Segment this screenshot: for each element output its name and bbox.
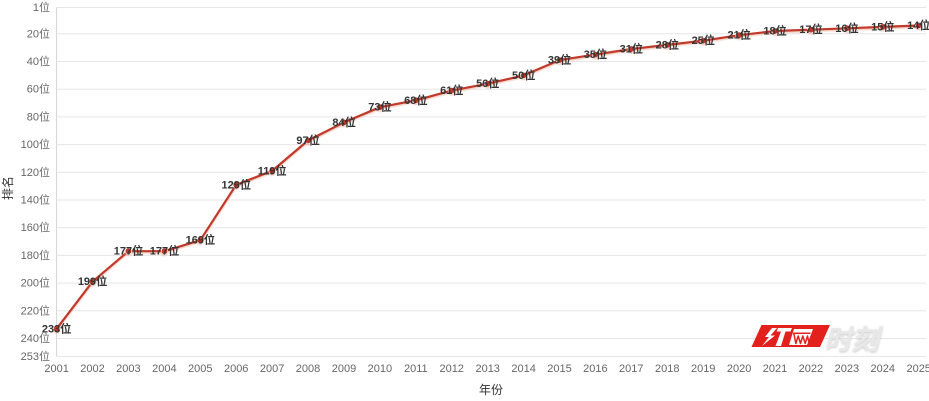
svg-text:119位: 119位 [258,163,287,177]
svg-text:18位: 18位 [763,24,786,38]
svg-text:时刻: 时刻 [823,324,885,355]
svg-text:15位: 15位 [871,19,894,33]
svg-text:2012: 2012 [439,363,463,375]
svg-text:180位: 180位 [21,248,50,262]
svg-text:2006: 2006 [224,363,248,375]
svg-text:169位: 169位 [186,233,215,247]
svg-text:100位: 100位 [21,137,50,151]
svg-text:2014: 2014 [511,363,535,375]
svg-text:61位: 61位 [440,83,463,97]
svg-text:39位: 39位 [548,53,571,67]
svg-text:14位: 14位 [907,18,929,32]
svg-text:177位: 177位 [150,244,179,258]
svg-text:28位: 28位 [656,37,679,51]
svg-text:199位: 199位 [78,274,107,288]
svg-text:2024: 2024 [871,363,895,375]
svg-text:84位: 84位 [332,115,355,129]
svg-text:2022: 2022 [799,363,823,375]
svg-text:年份: 年份 [479,383,503,397]
svg-text:160位: 160位 [21,220,50,234]
svg-text:17位: 17位 [799,22,822,36]
svg-text:2003: 2003 [116,363,140,375]
svg-text:40位: 40位 [27,54,50,68]
svg-text:2005: 2005 [188,363,212,375]
svg-text:140位: 140位 [21,193,50,207]
svg-text:233位: 233位 [42,321,71,335]
svg-text:21位: 21位 [727,28,750,42]
svg-text:50位: 50位 [512,68,535,82]
svg-text:97位: 97位 [296,133,319,147]
svg-text:25位: 25位 [692,33,715,47]
svg-text:2021: 2021 [763,363,787,375]
svg-text:80位: 80位 [27,109,50,123]
svg-text:129位: 129位 [222,177,251,191]
svg-text:2009: 2009 [332,363,356,375]
svg-text:2010: 2010 [368,363,392,375]
svg-text:68位: 68位 [404,93,427,107]
svg-text:2018: 2018 [655,363,679,375]
svg-text:120位: 120位 [21,165,50,179]
svg-text:2013: 2013 [475,363,499,375]
svg-text:2004: 2004 [152,363,176,375]
svg-text:2023: 2023 [835,363,859,375]
svg-text:253位: 253位 [21,349,50,363]
svg-text:2008: 2008 [296,363,320,375]
svg-text:73位: 73位 [368,100,391,114]
svg-text:2025: 2025 [906,363,929,375]
svg-text:2007: 2007 [260,363,284,375]
svg-text:220位: 220位 [21,303,50,317]
svg-text:35位: 35位 [584,47,607,61]
svg-text:2016: 2016 [583,363,607,375]
svg-text:1位: 1位 [33,0,50,14]
svg-text:排名: 排名 [0,176,15,200]
svg-text:177位: 177位 [114,244,143,258]
svg-text:2015: 2015 [547,363,571,375]
svg-text:31位: 31位 [620,42,643,56]
svg-text:56位: 56位 [476,76,499,90]
svg-text:2002: 2002 [80,363,104,375]
svg-text:2020: 2020 [727,363,751,375]
svg-text:2011: 2011 [404,363,428,375]
svg-text:2019: 2019 [691,363,715,375]
svg-text:2017: 2017 [619,363,643,375]
svg-text:2001: 2001 [44,363,68,375]
svg-text:60位: 60位 [27,82,50,96]
svg-text:16位: 16位 [835,21,858,35]
svg-text:200位: 200位 [21,276,50,290]
svg-text:20位: 20位 [27,26,50,40]
